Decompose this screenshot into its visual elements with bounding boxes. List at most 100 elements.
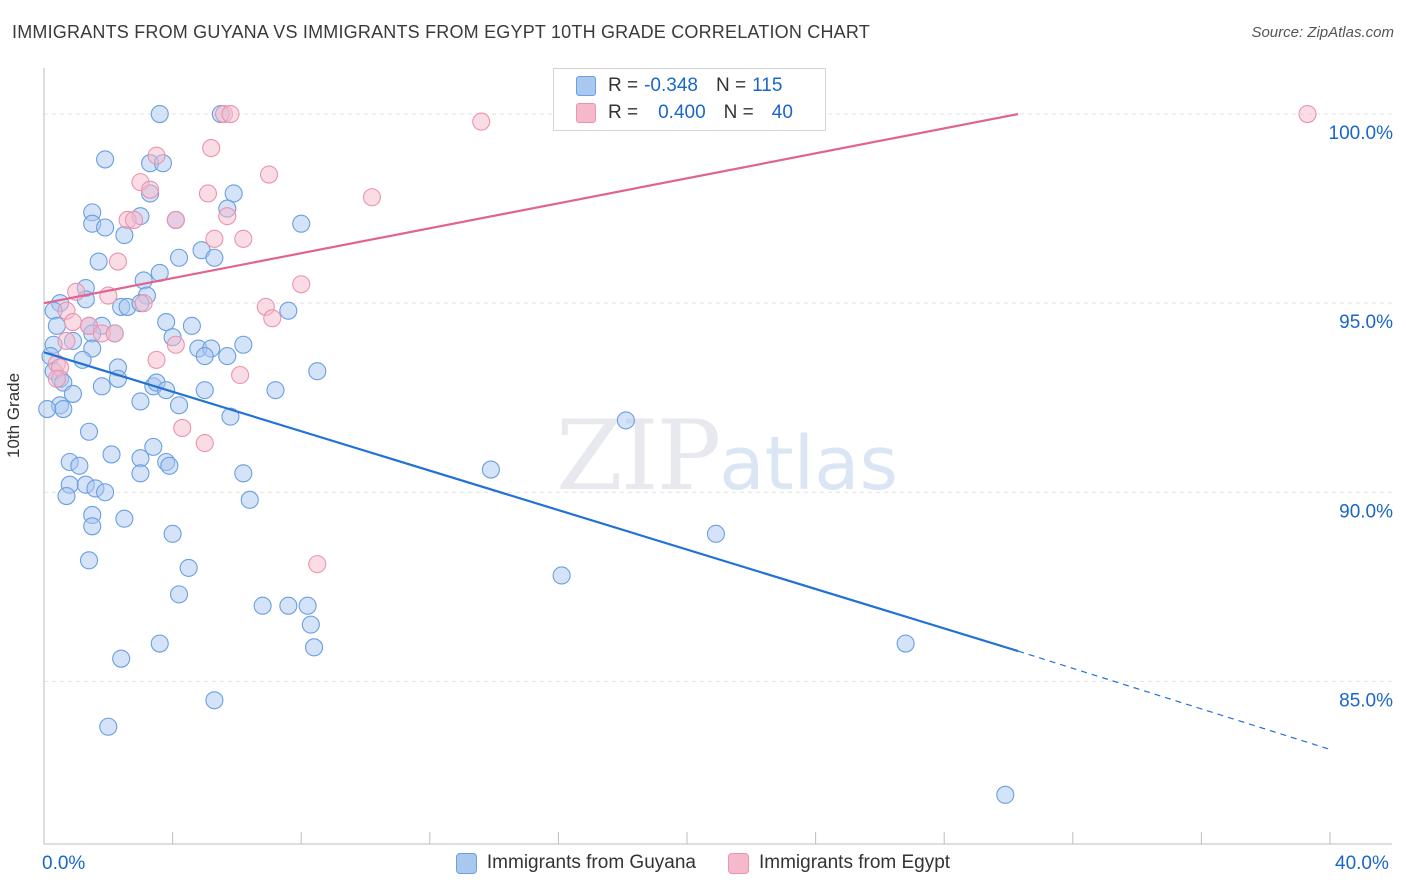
egypt-point <box>166 335 185 354</box>
legend-label-guyana: Immigrants from Guyana <box>486 852 696 873</box>
guyana-point <box>157 313 176 332</box>
watermark-zip: ZIP <box>556 400 721 512</box>
guyana-point <box>195 347 214 366</box>
guyana-point <box>616 411 635 430</box>
egypt-point <box>362 188 381 207</box>
egypt-point <box>47 369 66 388</box>
guyana-point <box>131 464 150 483</box>
guyana-point <box>112 649 131 668</box>
guyana-trend-extension <box>1017 650 1331 751</box>
guyana-point <box>96 483 115 502</box>
egypt-point <box>195 434 214 453</box>
guyana-point <box>234 335 253 354</box>
guyana-point <box>160 456 179 475</box>
legend-item-guyana[interactable]: Immigrants from Guyana <box>455 852 696 874</box>
guyana-point <box>47 316 66 335</box>
guyana-point <box>57 486 76 506</box>
egypt-point <box>221 104 240 124</box>
stats-row-egypt: R = 0.400 N = 40 <box>576 101 793 125</box>
y-tick-label: 90.0% <box>1339 501 1393 522</box>
guyana-point <box>308 362 327 381</box>
guyana-point <box>131 392 150 411</box>
n-value: 40 <box>771 102 793 123</box>
guyana-point <box>92 377 111 396</box>
guyana-point <box>115 226 134 245</box>
stats-row-guyana: R = -0.348 N = 115 <box>576 74 782 98</box>
egypt-legend-swatch <box>727 852 749 874</box>
x-tick-label-min: 0.0% <box>42 853 86 874</box>
guyana-legend-swatch <box>455 852 477 874</box>
egypt-swatch <box>576 103 596 123</box>
n-value: 115 <box>752 75 783 96</box>
egypt-point <box>63 313 82 332</box>
legend-item-egypt[interactable]: Immigrants from Egypt <box>727 852 950 874</box>
stats-legend: R = -0.348 N = 115 R = 0.400 N = 40 <box>553 68 826 131</box>
guyana-point <box>115 509 134 528</box>
guyana-point <box>224 184 243 203</box>
chart-title: IMMIGRANTS FROM GUYANA VS IMMIGRANTS FRO… <box>12 22 870 42</box>
r-value: 0.400 <box>658 102 706 123</box>
guyana-point <box>38 399 57 419</box>
guyana-point <box>305 638 324 657</box>
egypt-point <box>205 229 224 248</box>
egypt-point <box>259 165 279 184</box>
guyana-point <box>83 517 102 536</box>
guyana-point <box>996 785 1015 804</box>
guyana-point <box>279 301 298 320</box>
guyana-point <box>205 248 224 267</box>
guyana-point <box>163 524 182 543</box>
egypt-point <box>147 146 166 165</box>
n-label: N = <box>715 75 747 96</box>
egypt-point <box>141 180 160 199</box>
guyana-point <box>195 381 214 400</box>
r-value: -0.348 <box>644 75 698 96</box>
watermark: ZIPatlas <box>556 400 898 512</box>
guyana-point <box>79 422 99 441</box>
egypt-point <box>234 229 253 248</box>
n-label: N = <box>723 102 754 123</box>
guyana-point <box>79 551 99 570</box>
guyana-point <box>150 104 169 124</box>
egypt-point <box>292 275 311 294</box>
guyana-point <box>54 399 73 419</box>
egypt-point <box>198 184 218 203</box>
egypt-point <box>263 309 282 328</box>
guyana-point <box>279 596 298 615</box>
r-label: R = <box>608 102 639 123</box>
guyana-point <box>131 449 150 468</box>
guyana-point <box>240 490 259 509</box>
guyana-point <box>298 596 317 615</box>
guyana-point <box>96 150 115 169</box>
egypt-point <box>173 418 192 438</box>
egypt-point <box>202 139 221 158</box>
egypt-point <box>108 252 127 271</box>
egypt-point <box>308 555 327 574</box>
guyana-point <box>169 585 189 604</box>
series-legend: Immigrants from Guyana Immigrants from E… <box>0 852 1406 874</box>
r-label: R = <box>608 75 639 96</box>
egypt-point <box>1298 104 1317 124</box>
guyana-point <box>205 691 224 710</box>
y-tick-label: 100.0% <box>1329 123 1394 144</box>
y-axis-label: 10th Grade <box>4 372 23 458</box>
guyana-trend-line <box>43 351 1019 653</box>
guyana-point <box>144 437 163 456</box>
egypt-point <box>218 207 237 226</box>
guyana-point <box>234 464 253 483</box>
guyana-swatch <box>576 76 596 96</box>
egypt-point <box>134 294 153 313</box>
guyana-point <box>70 456 89 475</box>
guyana-point <box>99 717 118 736</box>
guyana-point <box>102 445 121 464</box>
guyana-point <box>73 350 92 369</box>
guyana-point <box>63 384 82 403</box>
guyana-point <box>292 214 311 233</box>
guyana-point <box>150 634 169 653</box>
x-tick-label-max: 40.0% <box>1335 853 1389 874</box>
egypt-point <box>147 350 166 369</box>
guyana-point <box>552 566 571 585</box>
guyana-point <box>134 271 153 290</box>
guyana-point <box>266 381 285 400</box>
guyana-point <box>253 596 272 615</box>
